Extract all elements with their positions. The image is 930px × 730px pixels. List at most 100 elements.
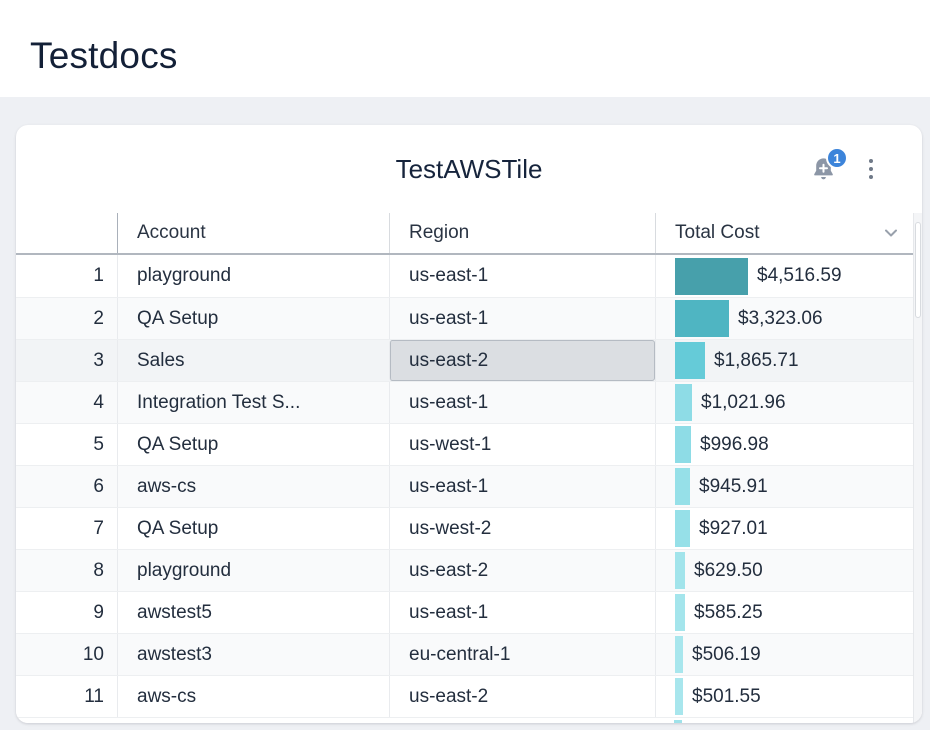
- region-cell[interactable]: us-east-2: [389, 676, 655, 717]
- column-header-account[interactable]: Account: [117, 213, 389, 253]
- cost-bar: [675, 636, 683, 673]
- cost-cell[interactable]: $501.55: [655, 676, 922, 717]
- cost-cell[interactable]: $506.19: [655, 634, 922, 675]
- table-row-partial: [16, 717, 922, 723]
- region-value: us-east-1: [409, 265, 489, 286]
- region-cell[interactable]: us-east-2: [389, 340, 655, 381]
- kebab-dot: [869, 175, 873, 179]
- account-cell[interactable]: aws-cs: [117, 466, 389, 507]
- cost-bar: [675, 257, 748, 295]
- table-row[interactable]: 1 playground us-east-1 $4,516.59: [16, 255, 922, 297]
- table-row[interactable]: 4 Integration Test S... us-east-1 $1,021…: [16, 381, 922, 423]
- tile-card: TestAWSTile 1 Account Region T: [16, 125, 922, 723]
- cost-bar: [675, 384, 692, 421]
- kebab-dot: [869, 167, 873, 171]
- cost-cell[interactable]: $996.98: [655, 424, 922, 465]
- region-cell[interactable]: us-east-1: [389, 466, 655, 507]
- cost-bar: [674, 720, 682, 723]
- region-value: us-east-1: [409, 601, 489, 623]
- cost-value: $501.55: [692, 685, 761, 707]
- region-value: us-east-1: [409, 475, 489, 497]
- row-index: 2: [93, 307, 104, 329]
- column-header-index: [16, 213, 117, 253]
- page-title: Testdocs: [30, 34, 178, 76]
- table-row[interactable]: 2 QA Setup us-east-1 $3,323.06: [16, 297, 922, 339]
- region-value: us-east-2: [409, 349, 489, 371]
- vertical-scrollbar[interactable]: [913, 213, 922, 723]
- account-cell[interactable]: Integration Test S...: [117, 382, 389, 423]
- region-value: us-west-1: [409, 433, 492, 455]
- cost-value: $1,865.71: [714, 349, 799, 371]
- table-row[interactable]: 5 QA Setup us-west-1 $996.98: [16, 423, 922, 465]
- table-row[interactable]: 10 awstest3 eu-central-1 $506.19: [16, 633, 922, 675]
- notification-badge: 1: [826, 147, 848, 169]
- region-cell[interactable]: us-east-1: [389, 255, 655, 297]
- table-row[interactable]: 9 awstest5 us-east-1 $585.25: [16, 591, 922, 633]
- table-row[interactable]: 8 playground us-east-2 $629.50: [16, 549, 922, 591]
- cost-cell[interactable]: $629.50: [655, 550, 922, 591]
- top-bar: Testdocs: [0, 0, 930, 97]
- account-cell[interactable]: playground: [117, 550, 389, 591]
- cost-cell[interactable]: $3,323.06: [655, 298, 922, 339]
- account-cell[interactable]: awstest3: [117, 634, 389, 675]
- table-row[interactable]: 6 aws-cs us-east-1 $945.91: [16, 465, 922, 507]
- account-cell[interactable]: QA Setup: [117, 508, 389, 549]
- column-header-total-cost[interactable]: Total Cost: [655, 213, 913, 253]
- row-index: 11: [84, 685, 104, 707]
- tile-header: TestAWSTile 1: [16, 125, 922, 213]
- cost-cell[interactable]: $585.25: [655, 592, 922, 633]
- table-row[interactable]: 3 Sales us-east-2 $1,865.71: [16, 339, 922, 381]
- cost-value: $996.98: [700, 433, 769, 455]
- more-menu-button[interactable]: [863, 155, 879, 183]
- cost-value: $506.19: [692, 643, 761, 665]
- cost-bar: [675, 510, 690, 547]
- add-alert-button[interactable]: 1: [810, 147, 848, 183]
- region-cell[interactable]: us-west-2: [389, 508, 655, 549]
- row-index: 8: [93, 559, 104, 581]
- region-value: us-east-2: [409, 685, 489, 707]
- table-body: 1 playground us-east-1 $4,516.59 2 QA Se…: [16, 255, 922, 717]
- tile-actions: 1: [810, 147, 879, 183]
- chevron-down-icon[interactable]: [881, 223, 901, 243]
- cost-bar: [675, 426, 691, 463]
- cost-cell[interactable]: $1,865.71: [655, 340, 922, 381]
- cost-cell[interactable]: $1,021.96: [655, 382, 922, 423]
- cost-cell[interactable]: $927.01: [655, 508, 922, 549]
- region-cell[interactable]: us-east-2: [389, 550, 655, 591]
- tile-title: TestAWSTile: [395, 153, 543, 184]
- row-index: 4: [93, 391, 104, 413]
- account-cell[interactable]: playground: [117, 255, 389, 297]
- cost-cell[interactable]: $945.91: [655, 466, 922, 507]
- region-value: us-east-1: [409, 307, 489, 329]
- table-header-row: Account Region Total Cost: [16, 213, 913, 255]
- cost-value: $1,021.96: [701, 391, 786, 413]
- region-cell[interactable]: us-east-1: [389, 382, 655, 423]
- account-cell[interactable]: QA Setup: [117, 424, 389, 465]
- account-cell[interactable]: QA Setup: [117, 298, 389, 339]
- account-cell[interactable]: awstest5: [117, 592, 389, 633]
- cost-value: $927.01: [699, 517, 768, 539]
- row-index: 9: [93, 601, 104, 623]
- column-header-region[interactable]: Region: [389, 213, 655, 253]
- region-cell[interactable]: us-east-1: [389, 298, 655, 339]
- account-cell[interactable]: aws-cs: [117, 676, 389, 717]
- region-cell[interactable]: us-west-1: [389, 424, 655, 465]
- row-index: 6: [93, 475, 104, 497]
- cost-bar: [675, 678, 683, 715]
- cost-value: $4,516.59: [757, 265, 842, 286]
- cost-table: Account Region Total Cost 1 playground u…: [16, 213, 922, 723]
- cost-bar: [675, 552, 685, 589]
- scrollbar-thumb[interactable]: [915, 222, 921, 318]
- row-index: 3: [93, 349, 104, 371]
- table-row[interactable]: 11 aws-cs us-east-2 $501.55: [16, 675, 922, 717]
- account-cell[interactable]: Sales: [117, 340, 389, 381]
- region-value: eu-central-1: [409, 643, 511, 665]
- region-cell[interactable]: us-east-1: [389, 592, 655, 633]
- cost-cell[interactable]: $4,516.59: [655, 255, 922, 297]
- table-row[interactable]: 7 QA Setup us-west-2 $927.01: [16, 507, 922, 549]
- region-value: us-west-2: [409, 517, 492, 539]
- region-cell[interactable]: eu-central-1: [389, 634, 655, 675]
- column-header-total-cost-label: Total Cost: [675, 222, 760, 243]
- row-index: 1: [93, 265, 104, 286]
- cost-bar: [675, 342, 705, 379]
